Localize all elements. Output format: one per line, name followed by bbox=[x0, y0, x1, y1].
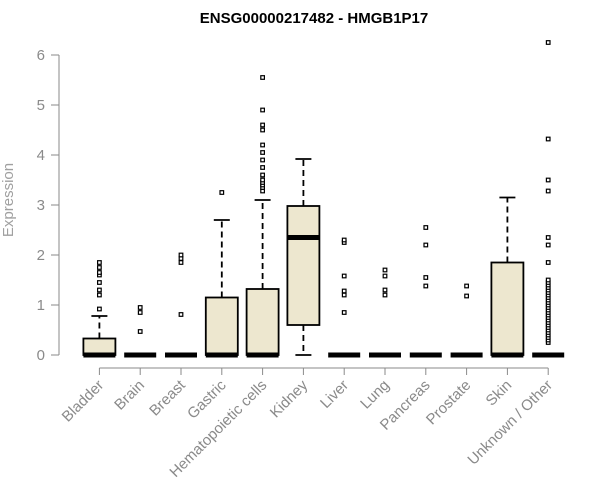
box bbox=[204, 296, 239, 356]
outlier-point bbox=[178, 312, 184, 317]
outlier-point bbox=[96, 292, 102, 298]
outlier-point bbox=[260, 142, 265, 148]
box bbox=[286, 205, 321, 326]
x-tick-label: Bladder bbox=[59, 377, 108, 426]
outlier-point bbox=[545, 177, 551, 183]
box-group bbox=[245, 75, 280, 358]
box-group bbox=[490, 196, 525, 358]
outlier-point bbox=[545, 188, 551, 194]
outlier-point bbox=[382, 273, 388, 279]
outlier-point bbox=[382, 292, 388, 298]
outlier-point bbox=[178, 260, 184, 265]
outlier-point bbox=[96, 287, 102, 293]
y-axis-label: Expression bbox=[0, 163, 17, 237]
y-tick-label: 4 bbox=[37, 147, 45, 164]
x-tick-label: Brain bbox=[111, 377, 148, 414]
box bbox=[490, 261, 525, 356]
y-tick-label: 2 bbox=[37, 247, 45, 264]
outlier-point bbox=[96, 265, 102, 270]
outlier-point bbox=[341, 310, 347, 315]
outlier-point bbox=[260, 157, 265, 163]
outlier-point bbox=[96, 270, 102, 275]
outlier-point bbox=[96, 306, 102, 312]
outlier-point bbox=[137, 310, 143, 315]
box-group bbox=[532, 40, 565, 358]
outlier-point bbox=[545, 235, 551, 240]
outlier-point bbox=[260, 122, 265, 128]
outlier-point bbox=[341, 288, 347, 294]
outlier-point bbox=[382, 287, 388, 293]
x-tick-label: Breast bbox=[146, 376, 189, 419]
outlier-point bbox=[545, 242, 551, 248]
box-group bbox=[165, 252, 197, 358]
outlier-point bbox=[260, 127, 265, 133]
outlier-point bbox=[260, 107, 265, 113]
box-group bbox=[369, 267, 401, 358]
outlier-point bbox=[423, 242, 429, 248]
box-group bbox=[124, 305, 157, 358]
outlier-point bbox=[96, 280, 102, 285]
y-axis: 0 1 2 3 4 5 6 bbox=[37, 47, 60, 364]
outlier-point bbox=[423, 275, 429, 280]
outlier-point bbox=[382, 267, 388, 273]
outlier-point bbox=[260, 165, 265, 170]
box-group bbox=[82, 260, 117, 358]
outlier-point bbox=[260, 172, 265, 178]
x-tick-label: Skin bbox=[483, 377, 516, 410]
outlier-point bbox=[464, 293, 469, 299]
box-group bbox=[409, 225, 442, 358]
y-tick-label: 1 bbox=[37, 297, 45, 314]
x-tick-label: Liver bbox=[317, 377, 352, 412]
y-tick-label: 3 bbox=[37, 197, 45, 214]
outlier-point bbox=[423, 283, 429, 289]
outlier-point bbox=[545, 277, 551, 283]
outlier-point bbox=[545, 260, 551, 265]
x-tick-label: Lung bbox=[357, 377, 393, 413]
box bbox=[245, 288, 280, 356]
outlier-point bbox=[96, 260, 102, 265]
y-tick-label: 5 bbox=[37, 97, 45, 114]
outlier-point bbox=[341, 273, 347, 279]
outlier-point bbox=[341, 292, 347, 298]
outlier-point bbox=[137, 329, 143, 334]
x-tick-label: Kidney bbox=[267, 376, 312, 421]
outlier-point bbox=[260, 177, 265, 183]
plot-area bbox=[82, 40, 565, 358]
outlier-point bbox=[260, 150, 265, 155]
outlier-point bbox=[219, 190, 225, 195]
outlier-point bbox=[260, 75, 265, 80]
outlier-point bbox=[178, 252, 184, 258]
outlier-point bbox=[545, 136, 551, 142]
outlier-point bbox=[464, 283, 469, 289]
box-group bbox=[450, 283, 483, 358]
outlier-point bbox=[545, 40, 551, 45]
outlier-point bbox=[137, 305, 143, 310]
outlier-point bbox=[341, 237, 347, 243]
outlier-point bbox=[423, 225, 429, 230]
box-group bbox=[204, 190, 239, 358]
y-tick-label: 6 bbox=[37, 47, 45, 64]
x-tick-label: Prostate bbox=[423, 377, 475, 429]
box-group bbox=[328, 237, 361, 358]
y-tick-label: 0 bbox=[37, 347, 45, 364]
box-group bbox=[286, 158, 321, 356]
chart-title: ENSG00000217482 - HMGB1P17 bbox=[200, 10, 428, 27]
